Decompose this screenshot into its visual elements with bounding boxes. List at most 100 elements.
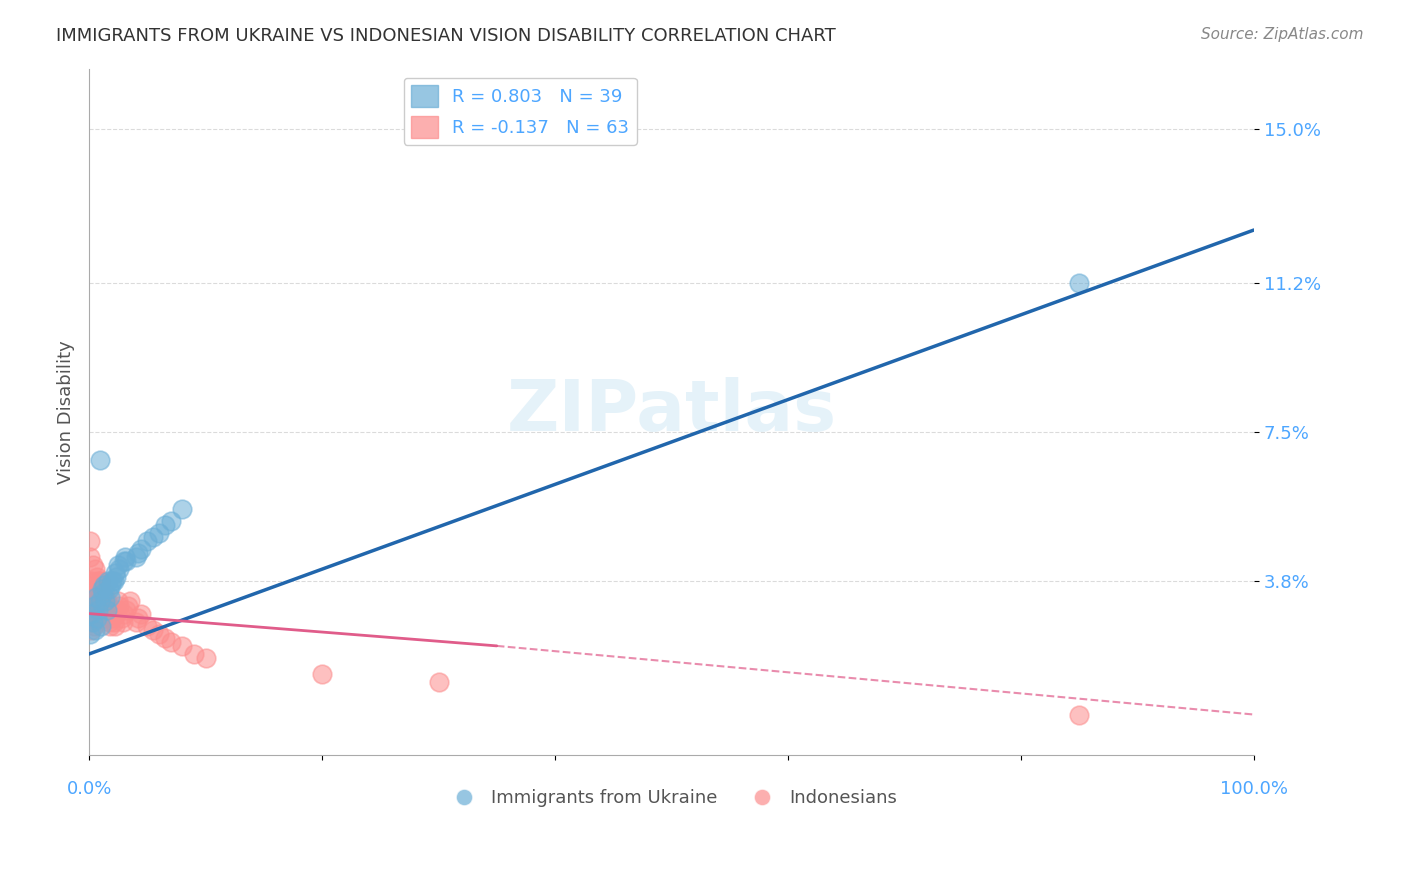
Point xyxy=(90,607,112,621)
Point xyxy=(90,594,112,608)
Point xyxy=(97,574,120,589)
Point xyxy=(111,615,134,629)
Legend: Immigrants from Ukraine, Indonesians: Immigrants from Ukraine, Indonesians xyxy=(439,782,904,814)
Point xyxy=(83,618,105,632)
Point xyxy=(90,582,112,597)
Point xyxy=(1069,276,1091,290)
Point xyxy=(79,627,101,641)
Point xyxy=(111,610,134,624)
Point xyxy=(83,582,105,597)
Point xyxy=(112,607,135,621)
Point xyxy=(183,647,205,661)
Point xyxy=(82,602,104,616)
Point xyxy=(80,623,103,637)
Point xyxy=(124,550,146,565)
Point xyxy=(91,586,114,600)
Point xyxy=(153,631,176,645)
Point xyxy=(80,574,103,589)
Point xyxy=(90,618,112,632)
Point xyxy=(83,586,105,600)
Point xyxy=(86,574,108,589)
Point xyxy=(98,591,121,605)
Point xyxy=(104,570,127,584)
Point xyxy=(97,582,120,597)
Point xyxy=(82,615,104,629)
Point xyxy=(101,574,124,589)
Point xyxy=(80,610,103,624)
Point xyxy=(311,667,333,681)
Point xyxy=(93,578,115,592)
Point xyxy=(86,602,108,616)
Point xyxy=(80,591,103,605)
Point xyxy=(159,635,181,649)
Point xyxy=(83,623,105,637)
Point xyxy=(84,591,107,605)
Point xyxy=(117,599,139,613)
Point xyxy=(83,562,105,576)
Point xyxy=(136,618,159,632)
Point xyxy=(107,558,129,573)
Point xyxy=(83,599,105,613)
Point xyxy=(79,599,101,613)
Point xyxy=(79,533,101,548)
Text: Source: ZipAtlas.com: Source: ZipAtlas.com xyxy=(1201,27,1364,42)
Point xyxy=(103,615,125,629)
Point xyxy=(90,574,112,589)
Point xyxy=(104,618,127,632)
Point xyxy=(104,607,127,621)
Point xyxy=(427,675,450,690)
Point xyxy=(87,602,110,616)
Point xyxy=(108,562,131,576)
Point xyxy=(115,602,138,616)
Point xyxy=(114,550,136,565)
Point xyxy=(87,578,110,592)
Point xyxy=(104,566,127,581)
Point xyxy=(124,615,146,629)
Point xyxy=(89,582,111,597)
Point xyxy=(101,610,124,624)
Y-axis label: Vision Disability: Vision Disability xyxy=(58,340,75,483)
Point xyxy=(97,615,120,629)
Text: ZIPatlas: ZIPatlas xyxy=(506,377,837,446)
Point xyxy=(84,578,107,592)
Point xyxy=(112,554,135,568)
Point xyxy=(1069,707,1091,722)
Point xyxy=(89,574,111,589)
Point xyxy=(86,610,108,624)
Point xyxy=(91,610,114,624)
Point xyxy=(127,546,149,560)
Point xyxy=(100,578,122,592)
Point xyxy=(93,591,115,605)
Point xyxy=(148,627,170,641)
Point xyxy=(142,530,165,544)
Point xyxy=(172,639,194,653)
Point xyxy=(172,501,194,516)
Point xyxy=(84,594,107,608)
Point xyxy=(127,610,149,624)
Point xyxy=(89,594,111,608)
Point xyxy=(98,618,121,632)
Point xyxy=(105,602,128,616)
Point xyxy=(142,623,165,637)
Point xyxy=(107,594,129,608)
Point xyxy=(94,586,117,600)
Point xyxy=(79,550,101,565)
Point xyxy=(131,607,153,621)
Point xyxy=(97,602,120,616)
Point xyxy=(153,517,176,532)
Point xyxy=(103,574,125,589)
Point xyxy=(96,594,118,608)
Point xyxy=(108,599,131,613)
Point xyxy=(80,607,103,621)
Point xyxy=(94,594,117,608)
Point xyxy=(82,594,104,608)
Point xyxy=(148,525,170,540)
Point xyxy=(118,594,141,608)
Point xyxy=(115,554,138,568)
Point xyxy=(159,514,181,528)
Point xyxy=(131,541,153,556)
Point xyxy=(89,453,111,467)
Point xyxy=(79,615,101,629)
Text: 0.0%: 0.0% xyxy=(66,780,111,798)
Point xyxy=(194,651,217,665)
